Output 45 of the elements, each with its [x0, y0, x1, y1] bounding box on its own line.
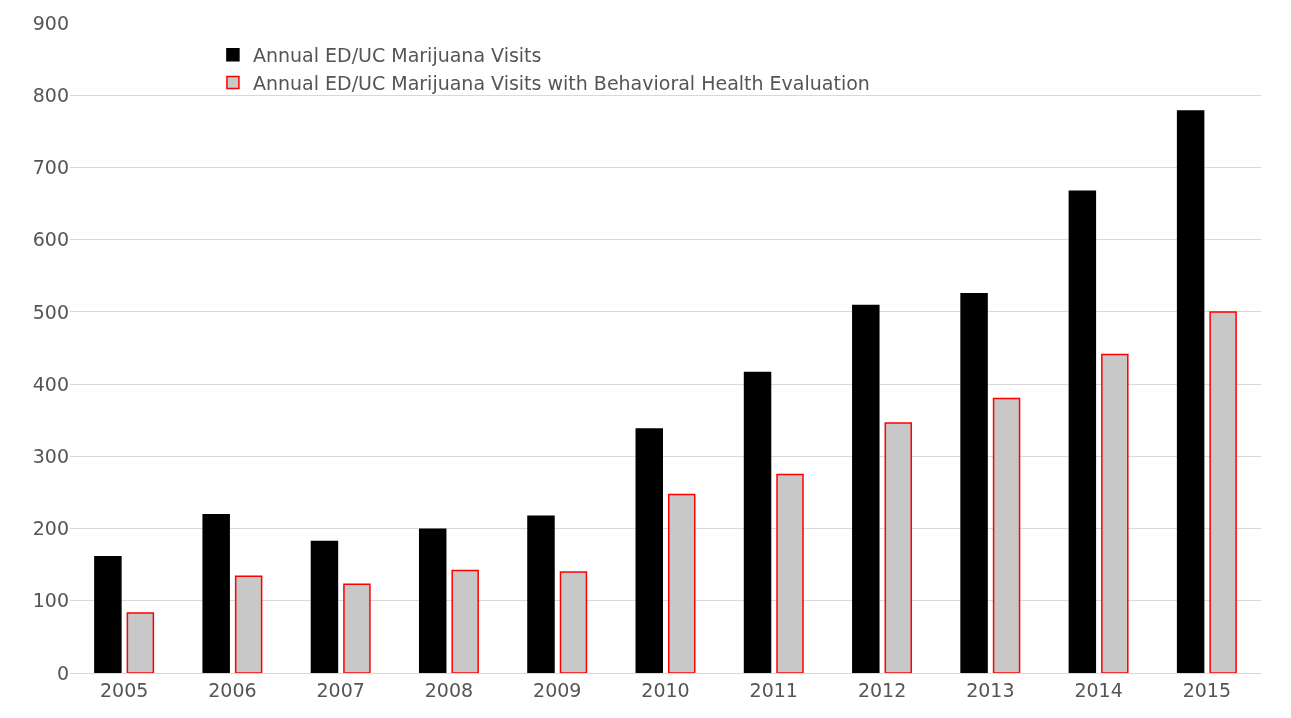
y-tick-label: 100 — [32, 589, 69, 612]
bar — [1068, 190, 1097, 673]
bar — [126, 612, 155, 673]
y-tick-label: 900 — [32, 11, 69, 34]
bar — [1101, 353, 1129, 673]
y-tick-label: 700 — [32, 156, 69, 179]
x-tick-label: 2007 — [316, 678, 365, 701]
bar — [1176, 110, 1205, 673]
x-tick-label: 2010 — [641, 678, 690, 701]
y-tick-label: 0 — [56, 661, 69, 684]
bar — [992, 397, 1021, 673]
bar — [960, 293, 988, 673]
x-tick-label: 2012 — [857, 678, 907, 701]
x-tick-label: 2014 — [1074, 678, 1123, 701]
bar — [559, 571, 588, 673]
bar — [418, 528, 447, 673]
bar — [668, 493, 696, 673]
bar — [852, 304, 880, 673]
x-tick-label: 2009 — [533, 678, 582, 701]
bar — [776, 473, 804, 673]
bar — [451, 569, 479, 673]
bar — [202, 514, 230, 673]
x-tick-label: 2011 — [749, 678, 798, 701]
bar — [310, 540, 339, 673]
y-tick-label: 500 — [32, 300, 69, 323]
legend-label: Annual ED/UC Marijuana Visits with Behavioral Health Evaluation — [252, 71, 870, 94]
y-tick-label: 300 — [32, 444, 69, 467]
bar — [635, 428, 663, 673]
bar — [234, 575, 263, 673]
x-tick-label: 2013 — [966, 678, 1015, 701]
bar — [1209, 311, 1237, 673]
y-tick-label: 200 — [32, 517, 69, 540]
x-tick-label: 2006 — [208, 678, 257, 701]
legend-label: Annual ED/UC Marijuana Visits — [252, 44, 542, 67]
bar — [884, 422, 913, 673]
bar — [743, 371, 772, 673]
y-tick-label: 800 — [32, 83, 69, 106]
bar — [527, 515, 555, 673]
x-tick-label: 2015 — [1182, 678, 1232, 701]
bar — [94, 555, 122, 673]
y-tick-label: 600 — [32, 228, 69, 251]
x-tick-label: 2005 — [99, 678, 149, 701]
bar — [343, 583, 371, 673]
x-tick-label: 2008 — [424, 678, 474, 701]
y-tick-label: 400 — [32, 372, 69, 395]
